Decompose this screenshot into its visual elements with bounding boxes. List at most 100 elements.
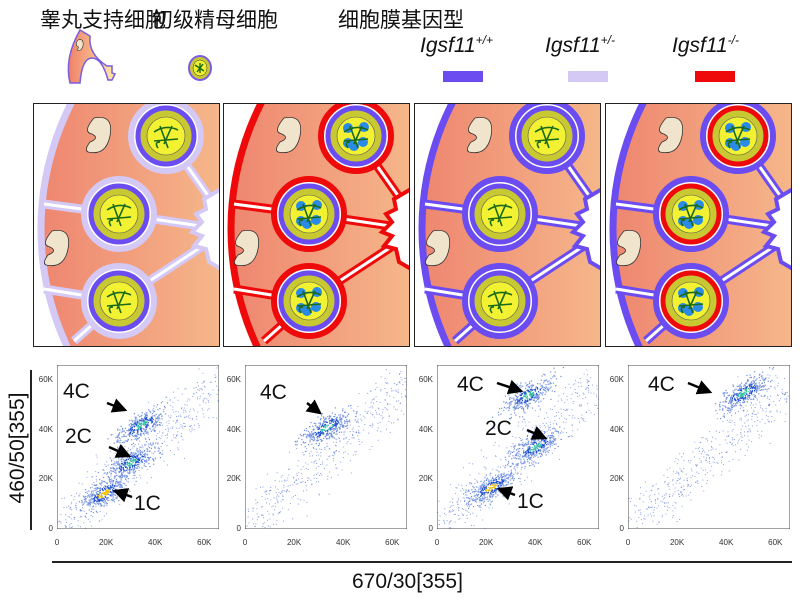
data-point <box>552 440 555 442</box>
data-point <box>742 395 744 398</box>
data-point <box>493 490 496 492</box>
data-point <box>313 436 315 438</box>
data-point <box>481 492 483 494</box>
data-point <box>486 496 488 498</box>
data-point <box>153 405 155 407</box>
data-point <box>480 491 482 494</box>
data-point <box>120 486 122 489</box>
data-point <box>485 485 487 487</box>
data-point <box>548 427 550 429</box>
data-point <box>552 432 554 434</box>
data-point <box>311 433 313 435</box>
data-point <box>738 400 740 402</box>
data-point <box>733 399 736 401</box>
data-point <box>79 509 81 511</box>
data-point <box>107 489 109 491</box>
data-point <box>485 487 487 489</box>
data-point <box>550 436 552 439</box>
data-point <box>509 398 511 401</box>
data-point <box>104 493 106 496</box>
data-point <box>735 393 737 395</box>
data-point <box>480 487 482 489</box>
x-tick-label: 20K <box>98 538 114 547</box>
data-point <box>309 432 311 434</box>
data-point <box>480 495 482 498</box>
data-point <box>130 452 132 454</box>
data-point <box>131 421 134 423</box>
data-point <box>544 374 546 376</box>
data-point <box>131 427 133 429</box>
data-point <box>149 420 151 422</box>
data-point <box>520 443 522 446</box>
data-point <box>740 385 742 387</box>
data-point <box>141 418 143 420</box>
data-point <box>119 445 121 447</box>
data-point <box>157 424 159 426</box>
data-point <box>336 423 338 426</box>
data-point <box>100 504 102 506</box>
data-point <box>768 367 771 369</box>
data-point <box>505 477 508 479</box>
data-point <box>333 425 335 427</box>
data-point <box>309 441 311 443</box>
data-point <box>106 497 108 499</box>
data-point <box>739 392 741 394</box>
data-point <box>69 506 72 509</box>
data-point <box>309 437 311 439</box>
data-point <box>151 417 153 419</box>
data-point <box>753 377 755 379</box>
data-point <box>154 429 156 432</box>
data-point <box>502 495 504 497</box>
data-point <box>735 388 737 390</box>
data-point <box>753 380 755 382</box>
data-point <box>540 385 542 387</box>
data-point <box>731 397 733 400</box>
data-point <box>103 487 106 489</box>
data-point <box>323 437 325 440</box>
data-point <box>519 456 521 458</box>
data-point <box>501 479 503 481</box>
data-point <box>110 460 113 462</box>
data-point <box>534 396 536 399</box>
data-point <box>124 483 126 485</box>
data-point <box>463 493 465 495</box>
x-tick-label: 60K <box>197 538 212 547</box>
data-point <box>112 470 115 472</box>
data-point <box>316 426 319 428</box>
data-point <box>328 420 331 422</box>
data-point <box>499 481 501 484</box>
data-point <box>104 485 106 487</box>
data-point <box>98 502 100 504</box>
data-point <box>134 422 136 424</box>
data-point <box>537 446 540 448</box>
data-point <box>547 451 549 453</box>
data-point <box>100 487 102 490</box>
data-point <box>320 426 322 428</box>
data-point <box>532 450 534 452</box>
data-point <box>133 445 135 447</box>
data-point <box>115 485 118 487</box>
data-point <box>129 462 131 464</box>
data-point <box>728 408 730 410</box>
data-point <box>511 397 513 399</box>
data-point <box>740 404 742 407</box>
data-point <box>334 407 336 409</box>
data-point <box>528 387 531 389</box>
data-point <box>342 408 344 410</box>
data-point <box>141 430 143 432</box>
data-point <box>137 424 140 427</box>
data-point <box>549 383 551 385</box>
data-point <box>132 453 134 455</box>
data-point <box>120 481 122 483</box>
data-point <box>545 386 547 389</box>
data-point <box>141 456 143 458</box>
data-point <box>532 385 535 387</box>
data-point <box>750 381 752 383</box>
data-point <box>334 415 336 418</box>
data-point <box>747 378 749 381</box>
data-point <box>509 474 511 476</box>
data-point <box>143 420 146 422</box>
data-point <box>744 396 746 399</box>
data-point <box>114 486 116 488</box>
data-point <box>751 387 753 389</box>
